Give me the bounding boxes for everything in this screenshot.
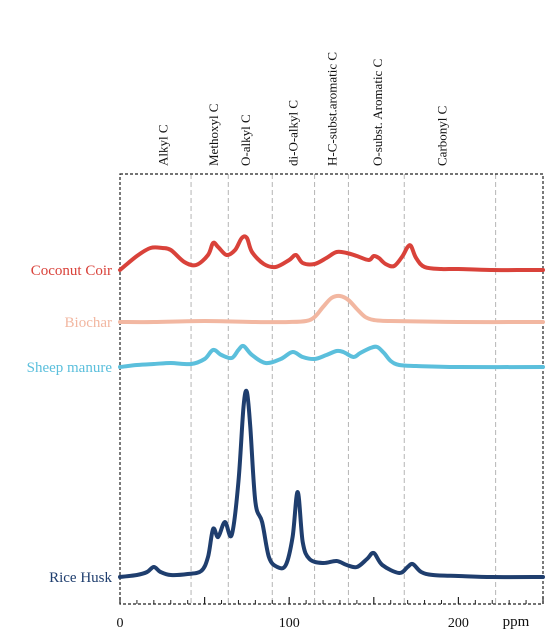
spectra-series	[118, 234, 545, 580]
x-axis: 0 100 200	[117, 597, 544, 631]
series-line	[118, 234, 545, 273]
series-label: Coconut Coir	[31, 263, 112, 279]
region-label: Alkyl C	[155, 124, 170, 166]
region-label: O-subst. Aromatic C	[370, 59, 385, 166]
region-label: Methoxyl C	[206, 104, 221, 166]
x-tick-label: 0	[117, 616, 124, 631]
series-label: Rice Husk	[49, 570, 112, 586]
series-label: Biochar	[65, 315, 112, 331]
series-line	[118, 293, 545, 325]
series-line	[118, 388, 545, 580]
region-label: Carbonyl C	[434, 106, 449, 166]
series-line	[118, 343, 545, 370]
region-label: O-alkyl C	[238, 114, 253, 166]
series-label: Sheep manure	[27, 360, 113, 376]
region-label: di-O-alkyl C	[286, 100, 301, 166]
region-labels: Alkyl C Methoxyl C O-alkyl C di-O-alkyl C H-…	[155, 52, 449, 166]
x-tick-label: 200	[448, 616, 469, 631]
region-boundary-lines	[190, 174, 497, 604]
x-tick-label: 100	[279, 616, 300, 631]
x-axis-unit-label: ppm	[503, 614, 530, 630]
plot-frame	[119, 173, 544, 605]
region-label: H-C-subst.aromatic C	[325, 52, 340, 166]
series-labels: Coconut Coir Biochar Sheep manure Rice Husk	[27, 263, 113, 586]
